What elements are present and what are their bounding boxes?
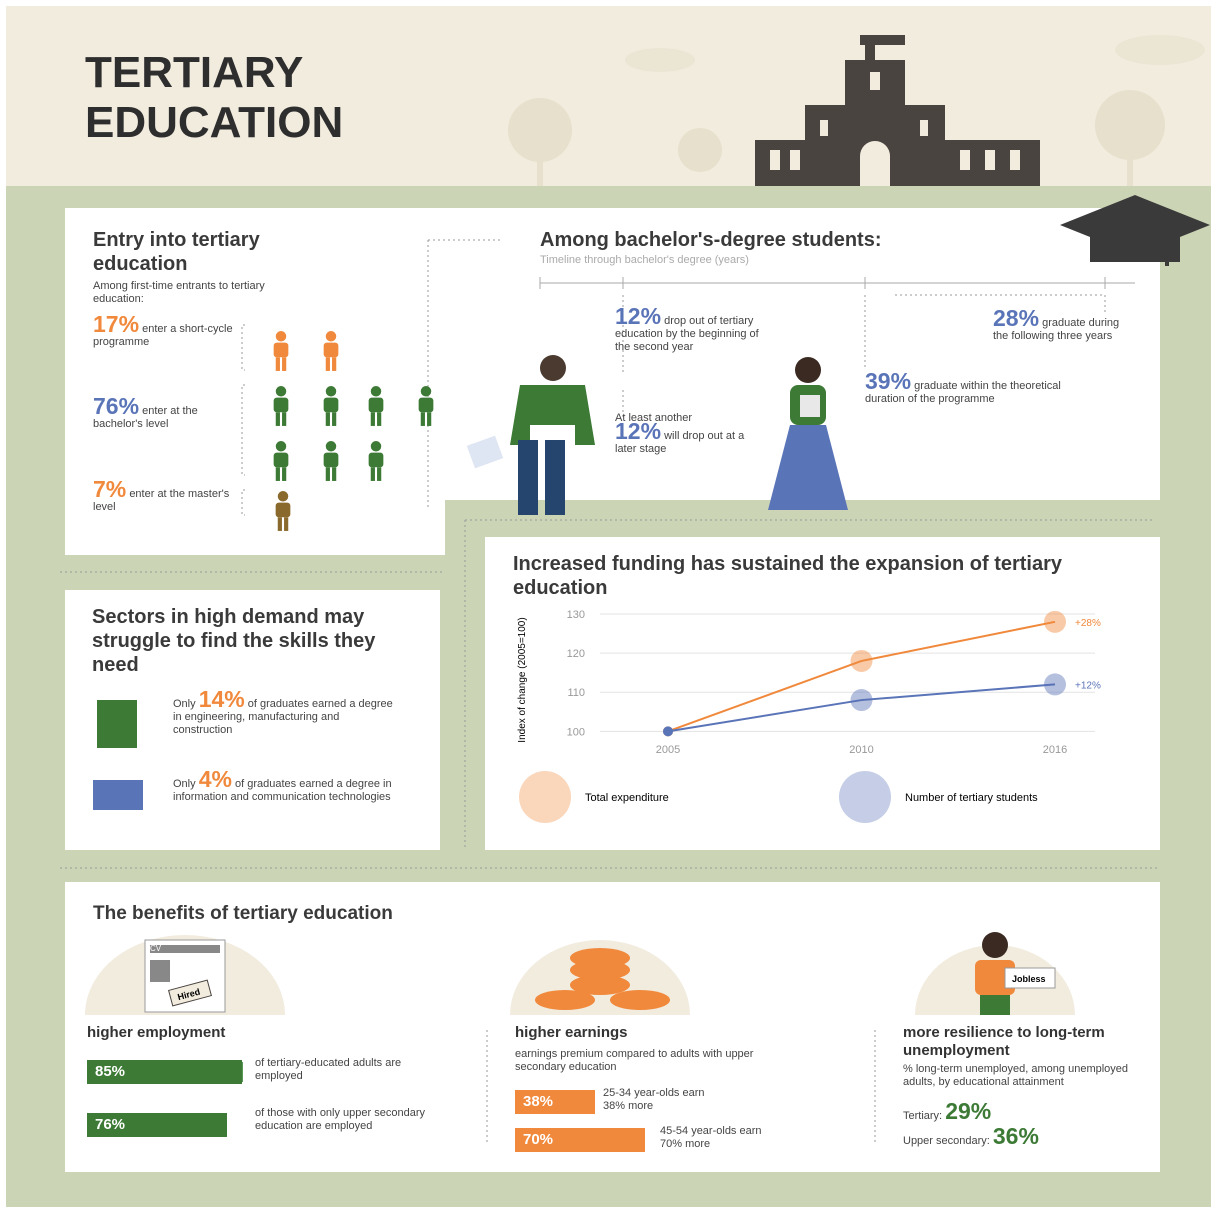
data-point: [663, 726, 673, 736]
data-point: [851, 689, 873, 711]
section-title: Entry into tertiary education: [93, 228, 323, 276]
subtitle: earnings premium compared to adults with…: [515, 1048, 785, 1074]
stat-prefix: Only: [173, 698, 196, 710]
stat-bar: 76%: [87, 1113, 227, 1137]
x-tick-label: 2005: [656, 744, 680, 756]
stat: Upper secondary: 36%: [903, 1130, 1039, 1148]
subtitle: Among first-time entrants to tertiary ed…: [93, 280, 303, 306]
stat-value: 70%: [523, 1131, 553, 1148]
stat-value: 39%: [865, 368, 911, 394]
end-label: +28%: [1075, 618, 1101, 629]
column-title: more resilience to long-term unemploymen…: [903, 1024, 1133, 1060]
legend-icon: [519, 771, 571, 823]
stat-text: 45-54 year-olds earn 70% more: [660, 1125, 770, 1151]
y-axis-label: Index of change (2005=100): [517, 617, 528, 742]
stat: 7% enter at the master's level: [93, 483, 233, 514]
infographic: TERTIARYEDUCATION CV Hired Jobless Entry…: [0, 0, 1217, 1213]
stat-value: 36%: [993, 1123, 1039, 1149]
chart: Index of change (2005=100) 100 110 120 130 20…: [485, 537, 1160, 850]
legend-icon: [839, 771, 891, 823]
stat-value: 17%: [93, 311, 139, 337]
stat-value: 4%: [199, 766, 232, 792]
stat: 76% enter at the bachelor's level: [93, 400, 233, 431]
title-line: TERTIARY: [85, 48, 303, 97]
legend-label: Number of tertiary students: [905, 792, 1038, 804]
data-point: [1044, 673, 1066, 695]
title-line: EDUCATION: [85, 98, 343, 147]
stat: Only 4% of graduates earned a degree in …: [173, 773, 398, 804]
stat: 12% drop out of tertiary education by th…: [615, 310, 760, 354]
stat: 39% graduate within the theoretical dura…: [865, 375, 1070, 406]
stat: 17% enter a short-cycle programme: [93, 318, 233, 349]
stat-value: 85%: [95, 1063, 125, 1080]
stat-value: 38%: [523, 1093, 553, 1110]
stat-value: 14%: [199, 686, 245, 712]
y-tick-label: 100: [567, 726, 585, 738]
legend-label: Total expenditure: [585, 792, 669, 804]
timeline-label: Timeline through bachelor's degree (year…: [540, 254, 749, 267]
stat-text: of tertiary-educated adults are employed: [255, 1057, 415, 1083]
stat: 28% graduate during the following three …: [993, 312, 1133, 343]
stat: Only 14% of graduates earned a degree in…: [173, 693, 398, 737]
stat-prefix: Only: [173, 778, 196, 790]
section-title: Sectors in high demand may struggle to f…: [92, 605, 392, 677]
stat-value: 76%: [93, 393, 139, 419]
column-title: higher employment: [87, 1024, 225, 1041]
stat-bar: 38%: [515, 1090, 595, 1114]
stat: Tertiary: 29%: [903, 1105, 991, 1123]
data-point: [1044, 611, 1066, 633]
stat-value: 28%: [993, 305, 1039, 331]
y-tick-label: 110: [567, 687, 585, 699]
stat-text: 25-34 year-olds earn 38% more: [603, 1087, 713, 1113]
end-label: +12%: [1075, 680, 1101, 691]
stat-bar: 85%: [87, 1060, 242, 1084]
stat-label: Upper secondary:: [903, 1135, 990, 1147]
stat-value: 7%: [93, 476, 126, 502]
stat-value: 76%: [95, 1116, 125, 1133]
x-tick-label: 2010: [849, 744, 873, 756]
series-line: [668, 622, 1055, 732]
section-title: The benefits of tertiary education: [93, 902, 393, 926]
data-point: [851, 650, 873, 672]
y-tick-label: 120: [567, 648, 585, 660]
column-title: higher earnings: [515, 1024, 628, 1041]
subtitle: % long-term unemployed, among unemployed…: [903, 1063, 1133, 1089]
stat-bar: 70%: [515, 1128, 645, 1152]
section-title: Among bachelor's-degree students:: [540, 228, 1000, 252]
stat-text: of those with only upper secondary educa…: [255, 1107, 430, 1133]
stat-value: 12%: [615, 303, 661, 329]
stat-value: 12%: [615, 418, 661, 444]
x-tick-label: 2016: [1043, 744, 1067, 756]
stat-label: Tertiary:: [903, 1110, 942, 1122]
stat-value: 29%: [945, 1098, 991, 1124]
y-tick-label: 130: [567, 609, 585, 621]
